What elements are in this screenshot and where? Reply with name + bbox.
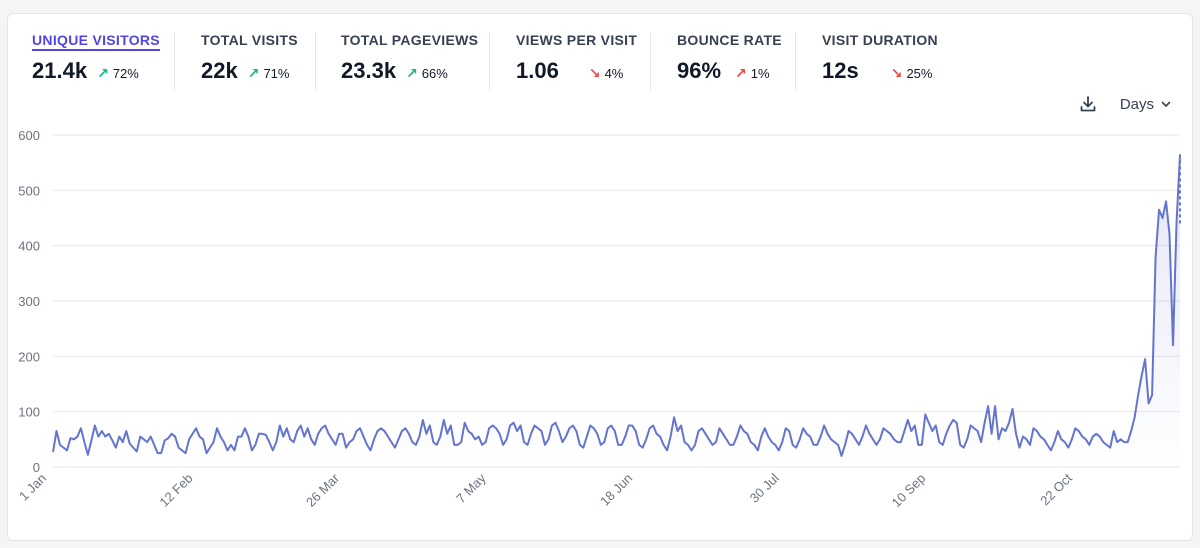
arrow-up-right-icon: ↗ [247,65,260,81]
arrow-down-right-icon: ↘ [588,65,601,81]
metric-label[interactable]: TOTAL PAGEVIEWS [341,32,479,48]
metric-change-value: 72% [112,66,139,81]
metric-bounce-rate[interactable]: BOUNCE RATE 96% ↗ 1% [677,32,782,92]
y-tick-label: 500 [18,183,40,198]
x-tick-label: 26 Mar [303,470,343,510]
metric-change-value: 71% [263,66,290,81]
metric-label[interactable]: VIEWS PER VISIT [516,32,638,48]
arrow-up-right-icon: ↗ [97,65,109,81]
interval-select[interactable]: Days [1120,96,1172,113]
chevron-down-icon [1161,101,1171,107]
metric-label[interactable]: TOTAL VISITS [201,32,298,48]
metric-change: ↘ 25% [891,65,933,82]
metric-divider [489,32,490,90]
series-line [52,154,1181,457]
metric-change: ↗ 72% [97,65,139,82]
arrow-down-right-icon: ↘ [890,65,903,81]
metric-change-value: 66% [421,66,448,81]
x-tick-label: 10 Sep [889,471,929,511]
analytics-card: UNIQUE VISITORS 21.4k ↗ 72% TOTAL VISITS … [7,13,1193,541]
metric-change-value: 4% [604,66,624,81]
x-tick-label: 12 Feb [156,471,195,510]
metric-label[interactable]: UNIQUE VISITORS [32,32,160,48]
series-area [53,154,1180,467]
metric-unique-visitors[interactable]: UNIQUE VISITORS 21.4k ↗ 72% [32,32,160,92]
metric-value: 22k [201,58,238,83]
metric-value: 23.3k [341,58,397,83]
metric-divider [795,32,796,90]
metric-views-per-visit[interactable]: VIEWS PER VISIT 1.06 ↘ 4% [516,32,637,92]
arrow-up-right-icon: ↗ [406,65,418,81]
metric-visit-duration[interactable]: VISIT DURATION 12s ↘ 25% [822,32,938,92]
metric-change-value: 25% [906,66,933,81]
visitors-line-chart: 0 100 200 300 400 500 600 1 Jan 12 Feb 26 Mar 7 Ma… [16,128,1181,511]
metric-change: ↗ 71% [248,65,290,82]
download-icon[interactable] [1078,94,1098,114]
metric-divider [315,32,316,90]
metric-total-pageviews[interactable]: TOTAL PAGEVIEWS 23.3k ↗ 66% [341,32,478,92]
arrow-up-right-icon: ↗ [735,65,747,81]
metric-total-visits[interactable]: TOTAL VISITS 22k ↗ 71% [201,32,298,92]
x-tick-label: 7 May [453,470,489,506]
metric-divider [650,32,651,90]
interval-label: Days [1119,95,1154,113]
metric-change: ↘ 4% [589,65,624,82]
metric-change: ↗ 1% [735,65,770,82]
x-tick-label: 30 Jul [747,470,782,505]
y-tick-label: 100 [18,405,40,420]
y-tick-label: 400 [18,239,40,254]
y-tick-label: 600 [18,128,40,143]
chart-controls: Days [1078,94,1172,114]
metric-label[interactable]: BOUNCE RATE [677,32,782,48]
metric-value: 1.06 [516,58,559,83]
y-tick-label: 0 [33,460,40,475]
x-tick-label: 22 Oct [1037,470,1075,508]
y-tick-label: 300 [18,294,40,309]
metrics-bar: UNIQUE VISITORS 21.4k ↗ 72% TOTAL VISITS … [8,14,1192,114]
metric-value: 21.4k [32,58,88,83]
metric-change: ↗ 66% [406,65,448,82]
metric-label[interactable]: VISIT DURATION [822,32,938,48]
metric-change-value: 1% [750,66,770,81]
metric-divider [174,32,175,90]
x-tick-label: 1 Jan [16,471,49,504]
y-tick-label: 200 [18,349,40,364]
metric-value: 96% [677,58,722,83]
metric-value: 12s [822,58,859,83]
x-tick-label: 18 Jun [597,471,635,509]
